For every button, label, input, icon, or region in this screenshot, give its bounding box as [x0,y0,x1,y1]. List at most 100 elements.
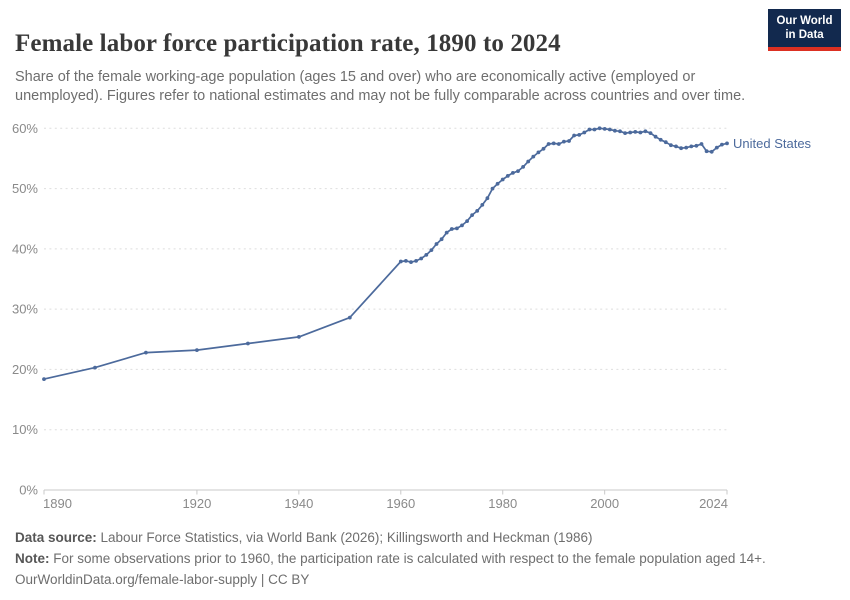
data-source-line: Data source: Labour Force Statistics, vi… [15,527,835,548]
data-point-marker [424,253,429,257]
data-point-marker [414,259,418,263]
data-point-marker [592,127,597,132]
data-point-marker [42,377,46,381]
data-point-marker [674,144,678,149]
data-point-marker [551,141,556,146]
data-point-marker [246,341,250,346]
data-point-marker [475,209,480,213]
data-point-marker [720,142,724,147]
x-axis-tick-label: 2000 [590,496,619,511]
y-axis-tick-label: 0% [19,483,38,498]
data-point-marker [429,248,434,253]
data-point-marker [455,226,459,231]
data-point-marker [465,219,469,224]
chart-footer: Data source: Labour Force Statistics, vi… [15,527,835,590]
data-point-marker [495,181,500,186]
data-point-marker [602,126,607,131]
data-point-marker [582,130,587,135]
data-point-marker [653,134,658,139]
data-point-marker [613,128,617,133]
y-axis-tick-label: 60% [12,121,38,136]
data-point-marker [709,149,714,154]
data-point-marker [628,130,633,135]
data-point-marker [434,242,439,246]
data-point-marker [638,130,643,135]
data-point-marker [633,130,638,134]
x-axis-tick-label: 1980 [488,496,517,511]
data-point-marker [725,141,729,146]
data-point-marker [144,350,148,355]
x-axis-tick-label: 1960 [386,496,415,511]
data-point-marker [546,142,551,146]
data-point-marker [556,142,561,146]
data-point-marker [439,237,444,242]
x-axis-tick-label: 1940 [284,496,313,511]
data-point-marker [485,196,490,201]
data-point-marker [505,174,510,178]
x-axis-tick-label: 2024 [699,496,728,511]
data-point-marker [526,159,531,164]
data-point-marker [516,169,520,174]
data-point-marker [623,131,627,136]
data-point-marker [669,143,673,148]
owid-logo-line1: Our World [776,15,833,27]
chart-subtitle: Share of the female working-age populati… [15,68,746,105]
data-point-marker [714,145,719,150]
data-point-marker [511,171,515,175]
data-point-marker [460,223,464,228]
data-point-marker [572,133,576,138]
data-source-text: Labour Force Statistics, via World Bank … [96,530,593,545]
trend-line [43,127,728,380]
owid-logo: Our World in Data [768,9,841,51]
owid-logo-line2: in Data [785,29,824,41]
note-line: Note: For some observations prior to 196… [15,548,835,569]
data-point-marker [195,348,199,352]
data-point-marker [347,315,352,320]
data-point-marker [470,213,474,218]
data-point-marker [689,144,694,149]
y-axis-tick-label: 50% [12,181,38,196]
data-point-marker [658,137,663,142]
attribution-line: OurWorldinData.org/female-labor-supply |… [15,572,310,587]
note-text: For some observations prior to 1960, the… [49,551,766,566]
x-axis-tick-label: 1890 [43,496,72,511]
data-point-marker [679,146,683,151]
data-point-marker [541,146,546,151]
y-axis-tick-label: 40% [12,241,38,256]
data-point-marker [648,131,653,136]
data-point-marker [409,260,413,264]
data-point-marker [521,165,525,169]
data-point-marker [531,154,536,159]
data-point-marker [699,142,704,146]
page-title: Female labor force participation rate, 1… [15,29,561,57]
data-point-marker [587,127,592,132]
data-point-marker [607,127,612,132]
y-axis-tick-label: 30% [12,302,38,317]
data-point-marker [500,177,505,182]
data-point-marker [663,140,668,145]
data-point-marker [398,259,403,264]
data-point-marker [562,139,566,144]
data-point-marker [618,129,622,134]
data-point-marker [577,133,582,137]
x-axis-tick-label: 1920 [182,496,211,511]
data-point-marker [684,145,689,150]
series-label-united-states: United States [733,136,812,151]
data-point-marker [694,143,699,148]
data-point-marker [597,126,602,131]
note-label: Note: [15,551,50,566]
data-point-marker [449,227,454,231]
y-axis-tick-label: 10% [12,422,38,437]
data-point-marker [643,129,648,134]
data-point-marker [444,230,449,235]
data-point-marker [93,365,97,370]
data-point-marker [404,259,408,263]
data-point-marker [419,256,424,261]
data-source-label: Data source: [15,530,97,545]
data-point-marker [297,335,301,339]
data-point-marker [704,149,709,154]
y-axis-tick-label: 20% [12,362,38,377]
data-point-marker [536,150,541,155]
data-point-marker [480,203,485,207]
data-point-marker [490,186,495,191]
